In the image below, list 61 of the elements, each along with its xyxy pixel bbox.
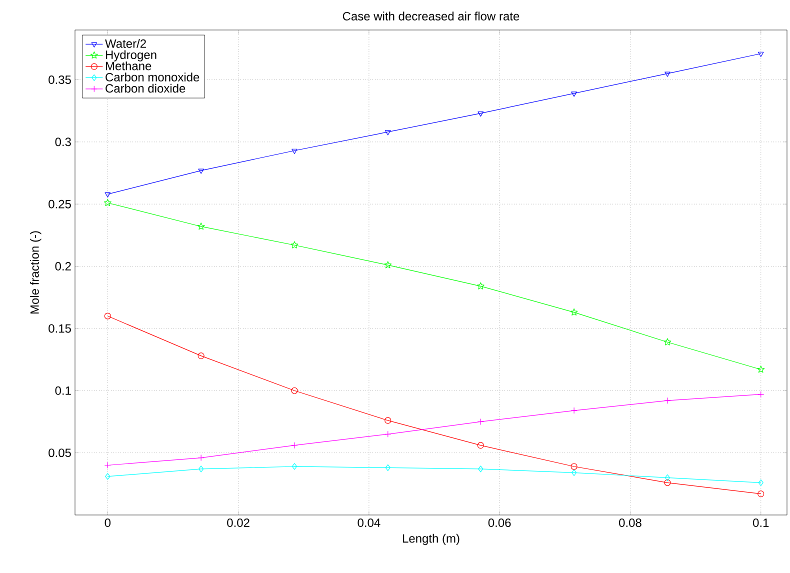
point	[664, 474, 670, 481]
x-tick-label: 0	[104, 518, 111, 528]
y-tick-label: 0.15	[48, 324, 71, 333]
legend-label: Hydrogen	[106, 50, 156, 62]
point	[197, 222, 205, 230]
y-tick-label: 0.2	[55, 262, 71, 271]
point	[105, 473, 110, 480]
point	[570, 407, 578, 414]
point	[198, 168, 204, 174]
legend-label: Carbon dioxide	[106, 84, 186, 93]
point	[757, 366, 765, 373]
x-tick-label: 0.04	[358, 518, 380, 528]
point	[572, 469, 577, 476]
point	[104, 312, 111, 320]
point	[664, 479, 671, 486]
point	[664, 72, 670, 77]
point	[758, 490, 764, 498]
y-tick-label: 0.05	[48, 448, 71, 458]
x-tick-label: 0.02	[227, 518, 250, 528]
point	[198, 352, 204, 360]
point	[476, 282, 484, 290]
point	[758, 52, 764, 57]
y-tick-label: 0.1	[55, 386, 71, 395]
point	[478, 112, 484, 117]
legend-label: Carbon monoxide	[106, 72, 200, 82]
y-tick-label: 0.25	[48, 200, 71, 208]
point	[570, 308, 578, 316]
x-tick-label: 0.06	[488, 518, 511, 528]
point	[104, 192, 111, 198]
point	[384, 417, 392, 424]
x-axis-title: Length (m)	[402, 534, 460, 546]
point	[384, 430, 392, 438]
point	[664, 397, 671, 404]
point	[198, 466, 204, 472]
point	[385, 464, 390, 472]
point	[104, 198, 112, 206]
point	[291, 442, 298, 449]
point	[290, 241, 298, 248]
y-axis-title: Mole fraction (-)	[30, 231, 42, 314]
point	[198, 454, 204, 462]
point	[570, 463, 578, 470]
point	[477, 418, 484, 426]
point	[758, 479, 764, 486]
point	[571, 92, 577, 97]
point	[477, 442, 484, 449]
point	[292, 148, 298, 154]
point	[664, 338, 672, 346]
point	[478, 466, 484, 472]
y-tick-label: 0.35	[48, 75, 71, 84]
x-tick-label: 0.1	[753, 518, 769, 528]
y-tick-label: 0.3	[55, 138, 71, 146]
point	[104, 462, 111, 469]
point	[292, 463, 298, 470]
point	[384, 130, 391, 136]
chart-title: Case with decreased air flow rate	[342, 12, 520, 20]
point	[291, 387, 298, 394]
point	[384, 261, 392, 268]
legend-label: Water/2	[105, 39, 146, 48]
x-tick-label: 0.08	[619, 518, 642, 528]
point	[758, 391, 764, 398]
legend-label: Methane	[106, 61, 152, 70]
